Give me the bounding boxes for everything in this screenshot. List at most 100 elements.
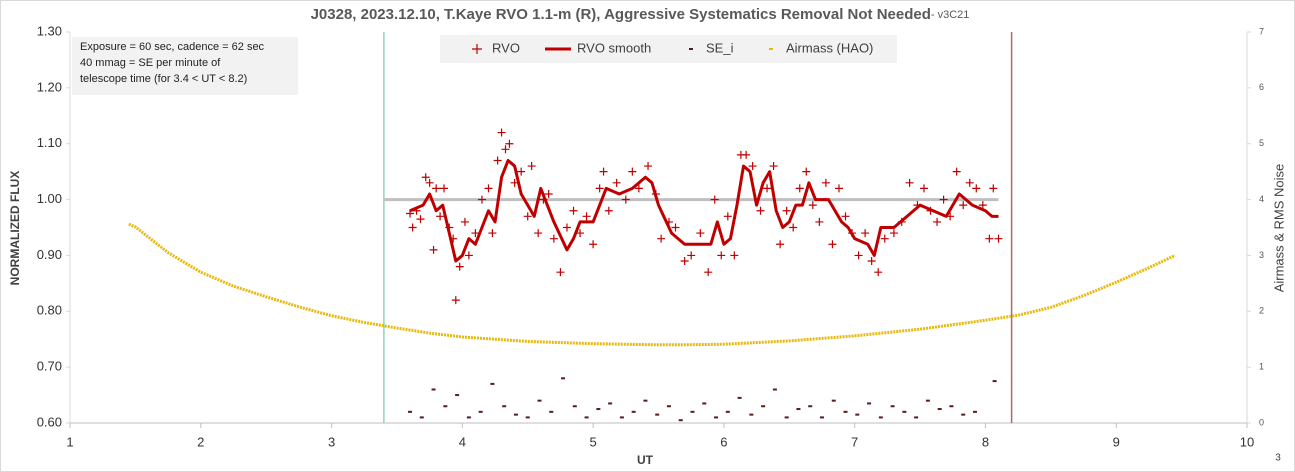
chart-title-suffix: - v3C21 <box>931 9 970 21</box>
rvo-point <box>854 251 863 260</box>
rvo-point <box>517 167 526 176</box>
rvo-point <box>455 262 464 271</box>
rvo-point <box>782 206 791 215</box>
rvo-point <box>671 223 680 232</box>
x-tick-label: 4 <box>459 434 466 449</box>
rvo-point <box>562 223 571 232</box>
rvo-point <box>451 296 460 305</box>
rvo-point <box>527 162 536 171</box>
x-tick-label: 2 <box>197 434 204 449</box>
rvo-point <box>802 167 811 176</box>
y-tick-label: 0.60 <box>37 414 62 429</box>
legend-label: RVO <box>492 40 520 55</box>
rvo-point <box>952 167 961 176</box>
y2-tick-label: 5 <box>1259 138 1264 148</box>
rvo-point <box>776 240 785 249</box>
rvo-point <box>985 234 994 243</box>
y-tick-label: 1.20 <box>37 79 62 94</box>
annotation-line: Exposure = 60 sec, cadence = 62 sec <box>80 41 265 53</box>
rvo-point <box>589 240 598 249</box>
rvo-point <box>861 229 870 238</box>
rvo-point <box>828 240 837 249</box>
y-tick-label: 0.80 <box>37 303 62 318</box>
rvo-point <box>704 268 713 277</box>
rvo-point <box>644 162 653 171</box>
rvo-point <box>874 268 883 277</box>
annotation-line: telescope time (for 3.4 < UT < 8.2) <box>80 73 247 85</box>
rvo-point <box>933 217 942 226</box>
rvo-point <box>464 251 473 260</box>
legend-box <box>440 35 897 63</box>
rvo-point <box>471 229 480 238</box>
rvo-point <box>730 251 739 260</box>
rvo-point <box>769 162 778 171</box>
rvo-point <box>789 223 798 232</box>
rvo-point <box>556 268 565 277</box>
rvo-point <box>748 162 757 171</box>
rvo-point <box>582 212 591 221</box>
rvo-point <box>723 212 732 221</box>
rvo-point <box>436 212 445 221</box>
rvo-point <box>604 206 613 215</box>
rvo-point <box>680 257 689 266</box>
x-tick-label: 6 <box>720 434 727 449</box>
corner-note: 3 <box>1275 453 1281 464</box>
rvo-point <box>621 195 630 204</box>
y2-tick-label: 3 <box>1259 250 1264 260</box>
rvo-point <box>408 223 417 232</box>
rvo-point <box>493 156 502 165</box>
rvo-point <box>815 217 824 226</box>
rvo-point <box>477 195 486 204</box>
y2-tick-label: 4 <box>1259 194 1264 204</box>
y-axis-label: NORMALIZED FLUX <box>8 171 22 286</box>
rvo-point <box>634 184 643 193</box>
rvo-point <box>880 234 889 243</box>
rvo-point <box>710 195 719 204</box>
rvo-point <box>505 139 514 148</box>
rvo-point <box>687 251 696 260</box>
rvo-point <box>889 229 898 238</box>
rvo-point <box>756 206 765 215</box>
y2-tick-label: 0 <box>1259 417 1264 427</box>
x-tick-label: 1 <box>66 434 73 449</box>
rvo-point <box>628 167 637 176</box>
rvo-point <box>717 251 726 260</box>
rvo-point <box>919 184 928 193</box>
rvo-point <box>497 128 506 137</box>
rvo-point <box>432 184 441 193</box>
rvo-point <box>429 245 438 254</box>
rvo-point <box>972 184 981 193</box>
rvo-point <box>905 178 914 187</box>
rvo-point <box>595 184 604 193</box>
rvo-point <box>696 229 705 238</box>
airmass-line <box>128 222 1176 347</box>
rvo-point <box>569 206 578 215</box>
rvo-point <box>657 234 666 243</box>
chart-title-group: J0328, 2023.12.10, T.Kaye RVO 1.1-m (R),… <box>311 6 970 23</box>
chart-title: J0328, 2023.12.10, T.Kaye RVO 1.1-m (R),… <box>311 6 931 23</box>
rvo-point <box>488 229 497 238</box>
y2-tick-label: 1 <box>1259 362 1264 372</box>
rvo-point <box>421 173 430 182</box>
rvo-point <box>549 234 558 243</box>
y-tick-label: 0.70 <box>37 359 62 374</box>
x-tick-label: 5 <box>589 434 596 449</box>
rvo-point <box>576 229 585 238</box>
y-tick-label: 1.00 <box>37 191 62 206</box>
annotation-line: 40 mmag = SE per minute of <box>80 57 221 69</box>
annotation-box <box>72 37 298 95</box>
rvo-point <box>763 184 772 193</box>
rvo-point <box>523 212 532 221</box>
x-axis-label: UT <box>637 453 654 467</box>
rvo-point <box>406 209 415 218</box>
y2-axis-label: Airmass & RMS Noise <box>1271 164 1286 293</box>
rvo-point <box>834 184 843 193</box>
x-tick-label: 3 <box>328 434 335 449</box>
x-tick-label: 9 <box>1113 434 1120 449</box>
x-tick-label: 10 <box>1240 434 1254 449</box>
legend-label: SE_i <box>706 40 734 55</box>
rvo-point <box>460 217 469 226</box>
rvo-point <box>994 234 1003 243</box>
rvo-point <box>612 178 621 187</box>
rvo-point <box>599 167 608 176</box>
